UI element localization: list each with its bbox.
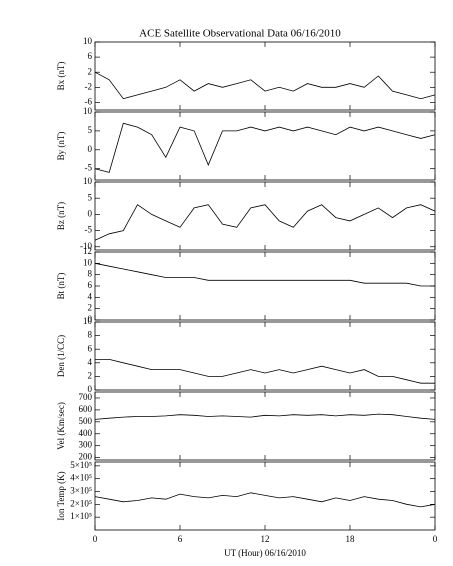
y-tick-label: 10 (83, 36, 93, 46)
panel-frame (94, 391, 436, 461)
y-tick-label: -6 (85, 97, 93, 107)
panel-frame (94, 41, 436, 111)
data-line (94, 122, 436, 173)
y-tick-label: 3×10⁵ (70, 486, 92, 496)
y-tick-label: 700 (79, 392, 93, 402)
y-tick-label: 10 (83, 106, 93, 116)
x-axis-label: UT (Hour) 06/16/2010 (224, 548, 306, 558)
y-tick-label: 6 (88, 280, 93, 290)
y-axis-label: Bz (nT) (56, 202, 66, 230)
y-tick-label: 10 (83, 316, 93, 326)
panel-frame (94, 251, 436, 321)
y-axis-label: Ion Temp (K) (56, 471, 66, 520)
y-tick-label: 10 (83, 257, 93, 267)
data-line (94, 262, 435, 287)
y-tick-label: 500 (79, 416, 93, 426)
y-tick-label: 400 (79, 428, 93, 438)
y-axis-label: Vel (Km/sec) (56, 402, 66, 450)
data-line (94, 413, 436, 420)
y-tick-label: 6 (88, 343, 93, 353)
y-tick-label: 2 (88, 303, 93, 313)
y-tick-label: 8 (88, 330, 93, 340)
y-tick-label: 12 (83, 246, 92, 256)
y-tick-label: -10 (80, 241, 92, 251)
y-tick-label: 6 (88, 51, 93, 61)
y-axis-label: Den (1/CC) (56, 335, 66, 377)
panel-frame (94, 321, 436, 391)
y-tick-label: 1×10⁵ (70, 511, 92, 521)
y-tick-label: 4 (88, 357, 93, 367)
y-tick-label: 5×10⁵ (70, 460, 92, 470)
y-tick-label: -5 (85, 163, 93, 173)
y-tick-label: 0 (88, 384, 93, 394)
y-tick-label: 8 (88, 269, 93, 279)
y-tick-label: -2 (85, 81, 93, 91)
y-tick-label: 5 (88, 192, 93, 202)
data-line (94, 492, 436, 508)
panel-frame (94, 111, 436, 181)
chart-title: ACE Satellite Observational Data 06/16/2… (139, 28, 341, 40)
y-tick-label: 200 (79, 452, 93, 462)
x-tick-label: 12 (261, 534, 270, 544)
panel-frame (94, 461, 436, 531)
y-tick-label: 300 (79, 440, 93, 450)
y-tick-label: 4 (88, 291, 93, 301)
y-tick-label: 5 (88, 125, 93, 135)
y-axis-label: By (nT) (56, 132, 66, 161)
y-tick-label: 0 (88, 208, 93, 218)
y-tick-label: 2×10⁵ (70, 498, 92, 508)
panel-frame (94, 181, 436, 251)
y-tick-label: 2 (88, 66, 93, 76)
x-tick-label: 18 (346, 534, 356, 544)
x-tick-label: 0 (93, 534, 98, 544)
data-line (95, 359, 435, 384)
data-line (94, 204, 436, 241)
y-tick-label: 10 (83, 176, 93, 186)
y-axis-label: Bt (nT) (56, 273, 66, 300)
y-axis-label: Bx (nT) (56, 62, 66, 91)
y-tick-label: 4×10⁵ (70, 473, 92, 483)
y-tick-label: 600 (79, 404, 93, 414)
data-line (94, 71, 436, 100)
y-tick-label: -5 (85, 225, 93, 235)
y-tick-label: 0 (88, 144, 93, 154)
x-tick-label: 6 (178, 534, 183, 544)
x-tick-label: 0 (433, 534, 438, 544)
y-tick-label: 0 (88, 314, 93, 324)
y-tick-label: 2 (88, 370, 93, 380)
